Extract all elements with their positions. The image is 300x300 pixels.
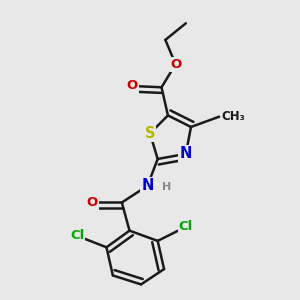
Text: N: N — [141, 178, 154, 193]
Text: O: O — [87, 196, 98, 209]
Text: H: H — [162, 182, 171, 192]
Text: O: O — [170, 58, 181, 71]
Text: CH₃: CH₃ — [222, 110, 245, 123]
Text: Cl: Cl — [70, 229, 84, 242]
Text: O: O — [127, 80, 138, 92]
Text: S: S — [145, 126, 155, 141]
Text: Cl: Cl — [179, 220, 193, 233]
Text: N: N — [180, 146, 192, 161]
